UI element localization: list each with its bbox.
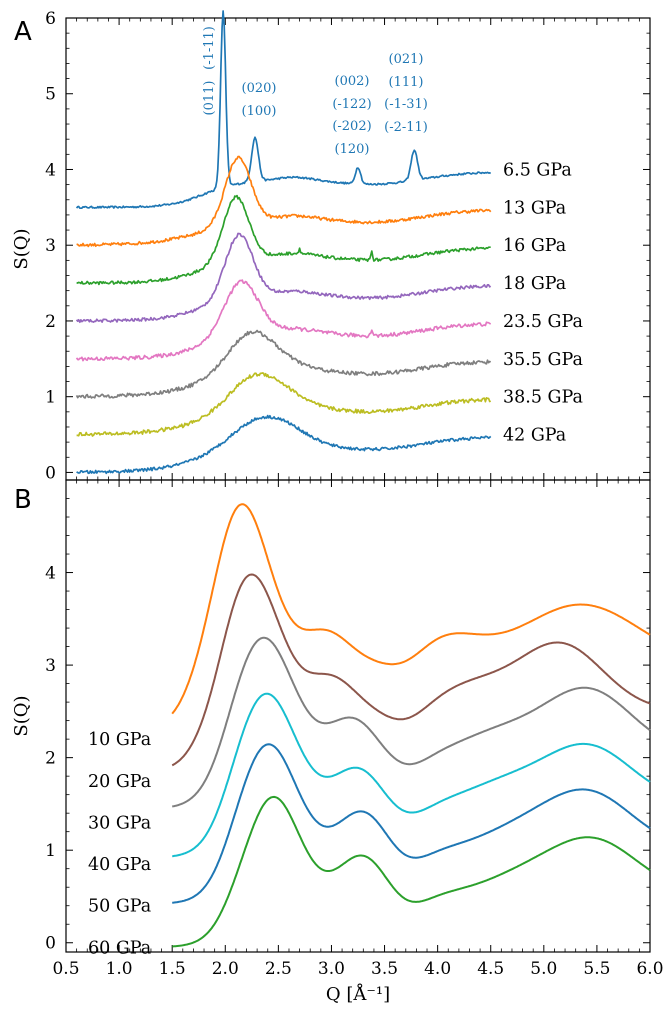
y-tick-label: 6 (45, 9, 56, 29)
peak-annotation: (020) (242, 81, 277, 96)
series-label: 18 GPa (503, 274, 566, 294)
series-line-b-5 (172, 795, 651, 948)
series-label: 50 GPa (88, 897, 151, 917)
series-line-a-6 (76, 372, 492, 437)
series-line-a-3 (75, 232, 492, 324)
series-label: 23.5 GPa (503, 312, 583, 332)
y-tick-label: 4 (45, 160, 56, 180)
series-label: 40 GPa (88, 855, 151, 875)
panel-b: 0.5 1.0 1.5 2.0 2.5 3.0 3.5 4.0 4.5 5.0 5.5 6.0 0 1 2 3… (11, 479, 664, 1005)
series-line-b-0 (171, 503, 651, 715)
x-tick-label: 3.5 (371, 959, 398, 979)
x-axis-label: Q [Å⁻¹] (326, 983, 390, 1005)
series-label: 20 GPa (88, 772, 151, 792)
peak-annotation: (-202) (332, 119, 371, 134)
series-line-a-0 (75, 10, 492, 210)
series-label: 38.5 GPa (503, 388, 583, 408)
peak-annotation: (021) (389, 52, 424, 67)
panel-label: A (14, 17, 32, 47)
x-tick-label: 2.5 (265, 959, 292, 979)
x-tick-label: 2.0 (212, 959, 239, 979)
y-tick-label: 0 (45, 463, 56, 483)
peak-annotation: (002) (335, 74, 370, 89)
series-label: 60 GPa (88, 938, 151, 958)
y-axis-label: S(Q) (11, 695, 32, 736)
y-tick-label: 3 (45, 236, 56, 256)
x-tick-label: 5.0 (530, 959, 557, 979)
series-label: 35.5 GPa (503, 350, 583, 370)
series-line-b-2 (172, 636, 651, 808)
series-label: 6.5 GPa (503, 160, 572, 180)
series-label: 16 GPa (503, 236, 566, 256)
series-line-a-7 (76, 414, 492, 475)
series-line-a-2 (76, 194, 491, 286)
panel-a: 0 1 2 3 4 5 6 S(Q) A 6.5 GPa 13 GPa 16 GPa 18 GPa 23.… (11, 9, 651, 483)
series-line-a-1 (76, 155, 492, 248)
x-tick-label: 5.5 (583, 959, 610, 979)
peak-annotation: (-1-31) (384, 97, 428, 112)
peak-annotation: (-2-11) (384, 120, 428, 135)
series-label: 42 GPa (503, 426, 566, 446)
y-axis-label: S(Q) (11, 228, 32, 269)
x-tick-label: 1.5 (159, 959, 186, 979)
series-line-b-4 (172, 743, 651, 904)
peak-annotation: (-1-11) (202, 26, 217, 70)
peak-annotation: (011) (202, 81, 217, 116)
y-tick-label: 1 (45, 388, 56, 408)
y-tick-label: 0 (45, 934, 56, 954)
panel-label: B (14, 485, 32, 515)
panel-b-frame (65, 479, 651, 953)
peak-annotation: (111) (389, 75, 424, 90)
y-tick-label: 2 (45, 312, 56, 332)
series-label: 30 GPa (88, 813, 151, 833)
peak-annotation: (100) (242, 104, 277, 119)
x-tick-label: 1.0 (106, 959, 133, 979)
x-tick-label: 6.0 (636, 959, 663, 979)
x-tick-label: 0.5 (52, 959, 79, 979)
series-line-b-3 (172, 692, 651, 858)
y-tick-label: 4 (45, 564, 56, 584)
x-tick-label: 4.0 (424, 959, 451, 979)
series-line-a-4 (75, 279, 492, 362)
peak-annotation: (120) (335, 142, 370, 157)
peak-annotation: (-122) (332, 97, 371, 112)
y-tick-label: 3 (45, 656, 56, 676)
series-line-a-5 (75, 329, 492, 399)
series-line-b-1 (171, 573, 651, 767)
series-label: 13 GPa (503, 198, 566, 218)
y-tick-label: 5 (45, 85, 56, 105)
y-tick-label: 2 (45, 749, 56, 769)
x-tick-label: 4.5 (477, 959, 504, 979)
y-tick-label: 1 (45, 841, 56, 861)
series-label: 10 GPa (88, 730, 151, 750)
x-tick-label: 3.0 (318, 959, 345, 979)
